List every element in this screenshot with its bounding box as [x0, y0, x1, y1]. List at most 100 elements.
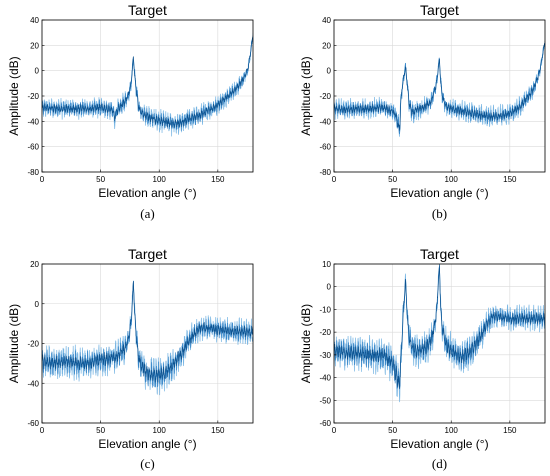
data-point [126, 98, 127, 99]
data-point [229, 94, 230, 95]
chart-panel-1: 0 50 100 150 -80 -60 -40 -20 0 20 40 Target Elevatio… [7, 2, 254, 221]
data-point [142, 367, 143, 368]
data-point [123, 102, 124, 103]
data-point [176, 359, 177, 360]
y-tick-label: -40 [27, 117, 39, 126]
panel-caption: (a) [140, 206, 154, 221]
data-point [194, 117, 195, 118]
series-group [334, 40, 545, 137]
data-point [380, 354, 381, 355]
data-point [486, 325, 487, 326]
data-point [498, 116, 499, 117]
data-point [121, 351, 122, 352]
data-point [401, 336, 402, 337]
y-tick-label: -20 [27, 340, 39, 349]
data-point [123, 349, 124, 350]
data-point [509, 318, 510, 319]
data-point [437, 78, 438, 79]
data-point [217, 104, 218, 105]
y-tick-label: -20 [319, 328, 331, 337]
data-point [444, 102, 445, 103]
y-tick-label: 0 [327, 283, 332, 292]
x-tick-label: 0 [40, 426, 45, 435]
x-tick-label: 50 [388, 426, 397, 435]
y-axis-label: Amplitude (dB) [7, 56, 21, 135]
data-point [135, 85, 136, 86]
data-point [114, 357, 115, 358]
data-point [446, 345, 447, 346]
data-point [394, 113, 395, 114]
data-point [433, 93, 434, 94]
data-point [164, 373, 165, 374]
series-group [42, 32, 253, 137]
data-point [406, 76, 407, 77]
x-tick-label: 100 [153, 426, 167, 435]
series-1-trace-3 [42, 281, 253, 383]
y-tick-label: -60 [319, 143, 331, 152]
data-point [403, 80, 404, 81]
data-point [509, 113, 510, 114]
x-tick-label: 0 [40, 175, 45, 184]
data-point [435, 316, 436, 317]
data-point [128, 337, 129, 338]
x-tick-label: 100 [445, 175, 459, 184]
series-1-trace-3 [42, 35, 253, 129]
data-point [159, 375, 160, 376]
data-point [369, 108, 370, 109]
data-point [462, 357, 463, 358]
data-point [474, 113, 475, 114]
data-point [438, 282, 439, 283]
x-axis-label: Elevation angle (°) [390, 186, 488, 200]
data-point [444, 336, 445, 337]
data-point [486, 116, 487, 117]
y-tick-label: -40 [27, 379, 39, 388]
data-point [100, 359, 101, 360]
panel-caption: (d) [432, 456, 447, 471]
data-point [194, 333, 195, 334]
data-point [53, 108, 54, 109]
data-point [435, 85, 436, 86]
data-point [136, 343, 137, 344]
x-tick-label: 0 [332, 426, 337, 435]
x-tick-label: 50 [96, 175, 105, 184]
y-tick-label: 10 [322, 260, 331, 269]
data-point [134, 311, 135, 312]
data-point [130, 321, 131, 322]
data-point [135, 329, 136, 330]
data-point [130, 83, 131, 84]
data-point [170, 123, 171, 124]
data-point [241, 81, 242, 82]
data-point [431, 100, 432, 101]
data-point [200, 114, 201, 115]
data-point [431, 338, 432, 339]
data-point [415, 350, 416, 351]
data-point [498, 316, 499, 317]
data-point [206, 111, 207, 112]
y-tick-label: 0 [327, 67, 332, 76]
y-tick-label: -40 [319, 117, 331, 126]
data-point [138, 104, 139, 105]
data-point [404, 297, 405, 298]
series-group [42, 280, 253, 396]
data-point [480, 336, 481, 337]
data-point [515, 109, 516, 110]
data-point [65, 108, 66, 109]
data-point [121, 104, 122, 105]
data-point [446, 106, 447, 107]
data-point [248, 66, 249, 67]
data-point [145, 371, 146, 372]
data-point [217, 329, 218, 330]
data-point [112, 109, 113, 110]
data-point [400, 361, 401, 362]
data-point [406, 304, 407, 305]
data-point [140, 111, 141, 112]
data-point [133, 56, 134, 57]
data-point [413, 112, 414, 113]
data-point [182, 122, 183, 123]
data-point [250, 51, 251, 52]
data-point [142, 113, 143, 114]
data-point [439, 266, 440, 267]
y-tick-label: -20 [319, 92, 331, 101]
data-point [88, 108, 89, 109]
